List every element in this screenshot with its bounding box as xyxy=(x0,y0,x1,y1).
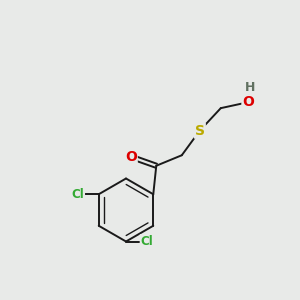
Text: Cl: Cl xyxy=(141,235,153,248)
Text: H: H xyxy=(245,81,255,94)
Text: Cl: Cl xyxy=(71,188,84,201)
Text: O: O xyxy=(242,95,254,109)
Text: S: S xyxy=(195,124,205,138)
Text: O: O xyxy=(125,150,137,164)
